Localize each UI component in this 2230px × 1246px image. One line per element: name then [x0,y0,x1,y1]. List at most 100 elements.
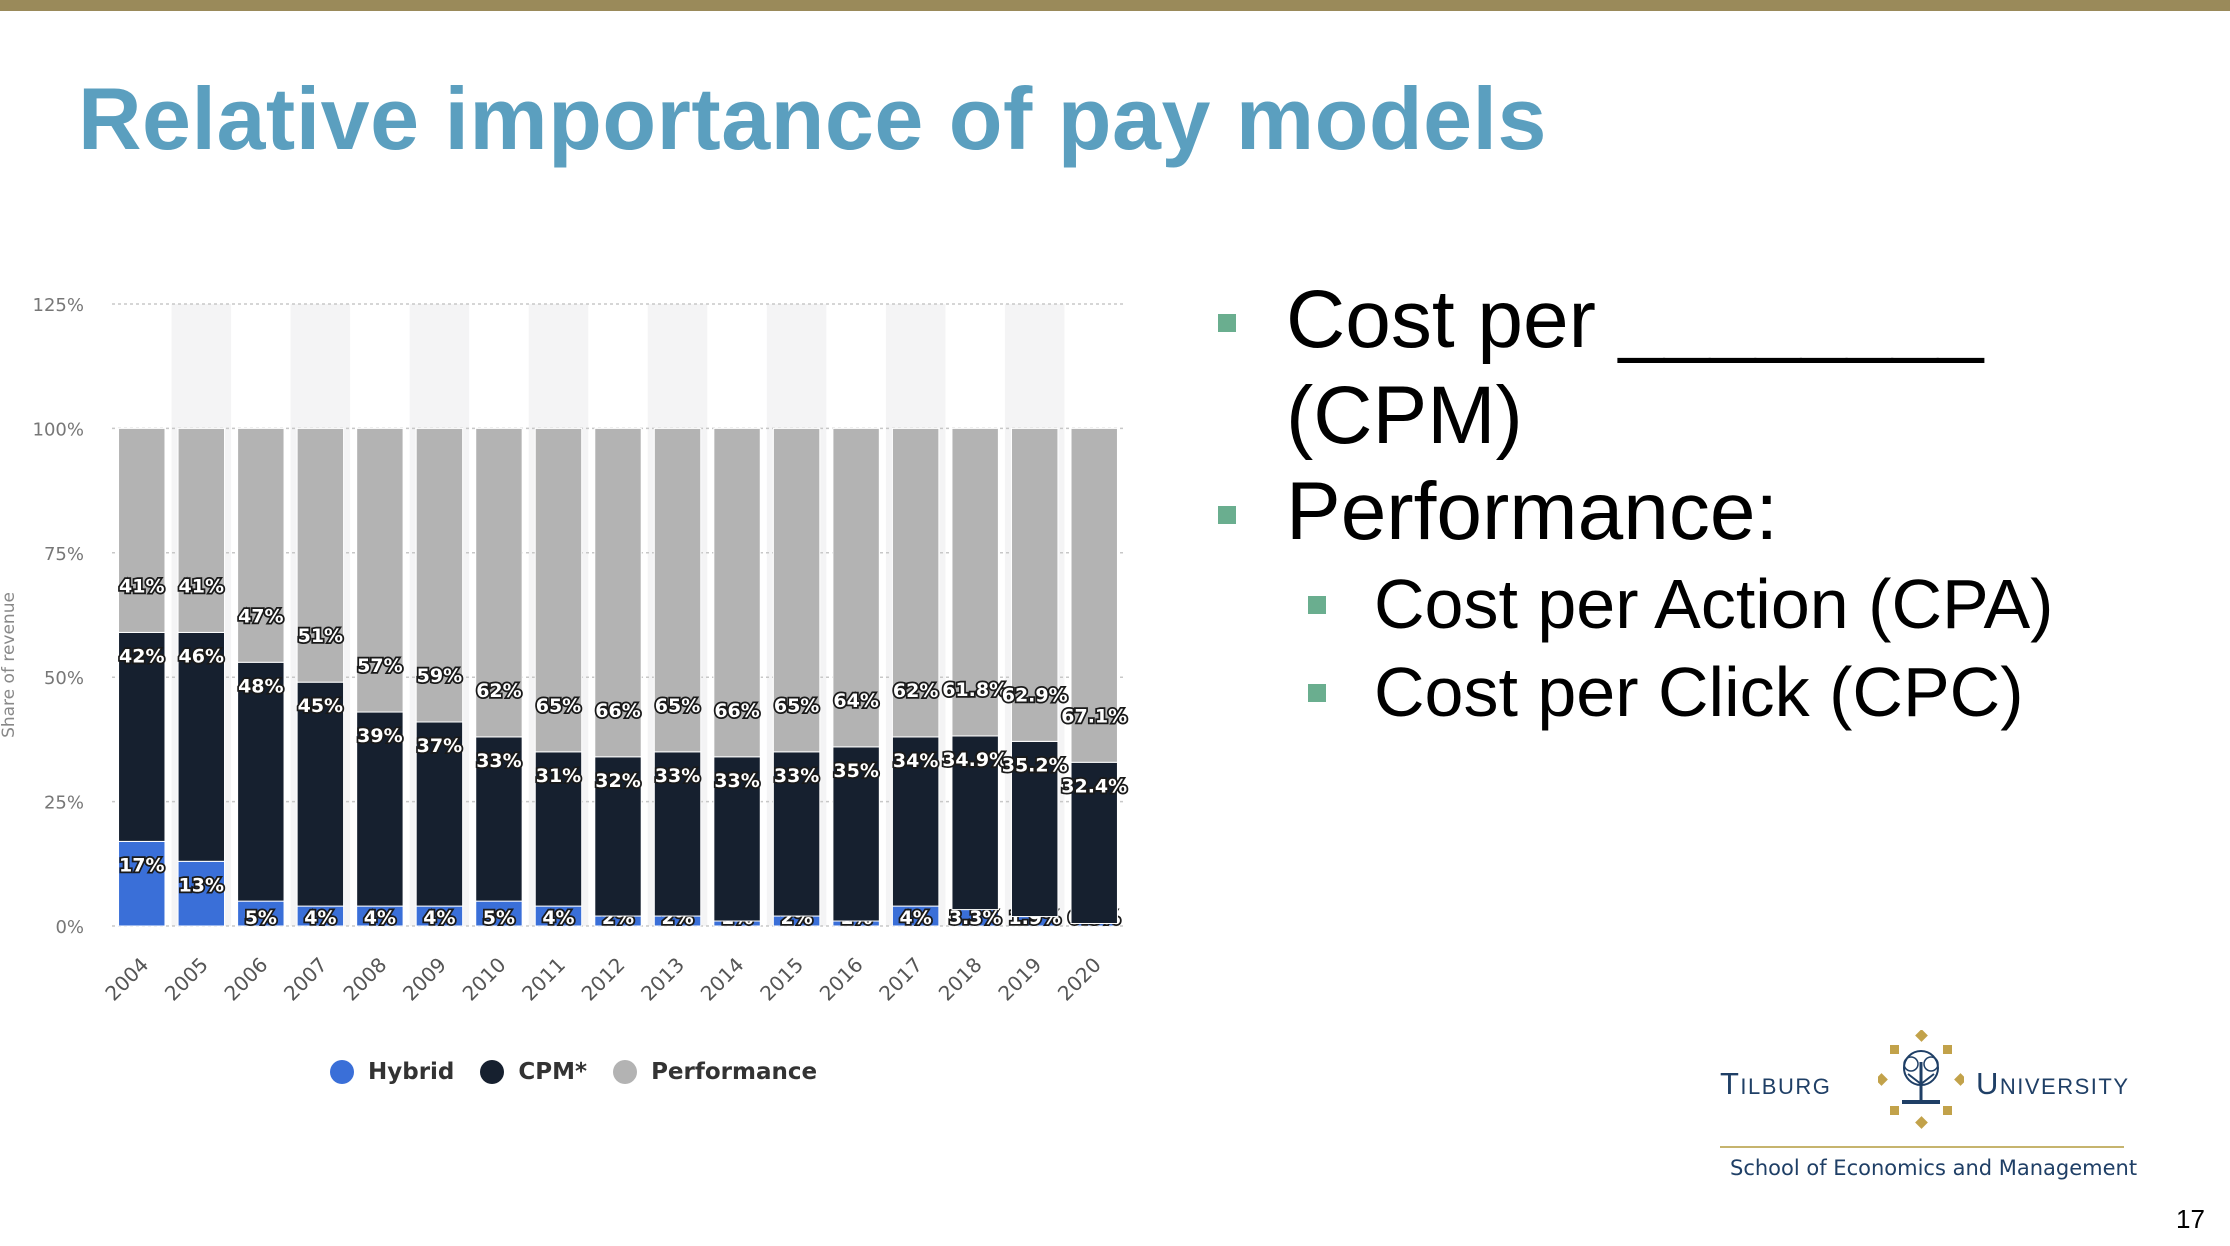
y-tick-label: 125% [33,295,84,316]
logo-divider [1720,1146,2124,1148]
data-label: 33% [655,765,700,787]
x-tick-label: 2020 [1053,953,1106,1006]
tilburg-university-logo: Tilburg University School of Economics a… [1718,1030,2137,1190]
logo-school-name: School of Economics and Management [1730,1156,2138,1180]
data-label: 47% [238,605,283,627]
bar-segment [177,860,226,927]
bar-segment [356,427,404,713]
bar-segment [475,736,523,902]
x-tick-label: 2008 [338,953,391,1006]
x-tick-label: 2005 [160,953,213,1006]
bar-segment [772,427,821,753]
data-label: 13% [179,874,224,896]
data-label: 61.8% [942,679,1008,701]
data-label: 5% [483,907,515,929]
data-label: 17% [119,854,164,876]
legend-swatch-cpm [480,1060,505,1084]
bar-segment [534,427,583,753]
slide-title: Relative importance of pay models [78,69,1547,168]
bar-segment [594,756,642,917]
bullet-cpm-text: Cost per ________ (CPM) [1286,274,1984,461]
data-label: 42% [119,645,164,667]
x-tick-label: 2009 [398,953,451,1006]
data-label: 65% [655,695,700,717]
y-tick-label: 25% [44,793,84,814]
y-tick-label: 0% [55,917,84,938]
bar-segment [177,631,226,862]
data-label: 37% [417,735,462,757]
bar-segment [475,427,523,738]
bar-segment [891,736,940,907]
bullet-square-icon [1218,314,1236,332]
data-label: 39% [357,725,402,747]
data-label: 3.3% [949,907,1002,929]
data-label: 66% [595,700,640,722]
sub-bullet-cpa: Cost per Action (CPA) [1210,560,2210,648]
data-label: 4% [304,907,336,929]
data-label: 32.4% [1061,775,1127,797]
data-label: 67.1% [1061,705,1127,727]
bar-segment [534,751,583,907]
bar-segment [832,746,880,922]
data-label: 65% [536,695,581,717]
sub-bullet-cpa-text: Cost per Action (CPA) [1374,565,2054,643]
data-label: 65% [774,695,819,717]
bullet-square-icon [1308,684,1326,702]
data-label: 41% [179,575,224,597]
data-label: 4% [542,907,574,929]
bar-segment [772,751,821,917]
x-tick-label: 2017 [874,953,927,1006]
bar-segment [594,427,642,758]
logo-word-left: Tilburg [1720,1066,1832,1101]
data-label: 33% [714,770,759,792]
tree-emblem-icon [1878,1030,1964,1129]
chart-legend: Hybrid CPM* Performance [330,1052,843,1092]
bar-segment [1010,740,1059,918]
data-label: 62.9% [1002,684,1068,706]
data-label: 35.2% [1002,754,1068,776]
bar-segment [713,427,761,758]
data-label: 51% [298,625,343,647]
x-tick-label: 2019 [993,953,1046,1006]
bar-segment [415,427,464,723]
bar-segment [237,427,285,663]
bar-segment [1070,427,1118,763]
data-label: 46% [179,645,224,667]
data-label: 62% [893,680,938,702]
bullet-square-icon [1308,596,1326,614]
x-tick-label: 2015 [755,953,808,1006]
legend-item-hybrid[interactable]: Hybrid [330,1059,454,1085]
legend-item-cpm[interactable]: CPM* [480,1059,587,1085]
logo-word-right: University [1976,1066,2130,1101]
bar-segment [415,721,464,907]
data-label: 4% [423,907,455,929]
bullet-performance-text: Performance: [1286,466,1779,557]
x-tick-label: 2018 [934,953,987,1006]
x-tick-label: 2014 [696,953,749,1006]
bar-segment [951,735,999,911]
bar-segment [118,427,166,633]
bar-segment [653,427,702,753]
y-axis-label: Share of revenue [0,592,19,738]
x-tick-label: 2013 [636,953,689,1006]
x-tick-label: 2006 [219,953,272,1006]
page-number: 17 [2176,1204,2205,1234]
data-label: 45% [298,695,343,717]
bullet-list: Cost per ________ (CPM) Performance: Cos… [1210,272,2210,736]
legend-label-hybrid: Hybrid [368,1059,455,1085]
data-label: 57% [357,655,402,677]
legend-item-performance[interactable]: Performance [613,1059,817,1085]
x-tick-label: 2016 [815,953,868,1006]
legend-label-performance: Performance [651,1059,818,1085]
bullet-performance: Performance: [1210,464,2210,560]
y-tick-label: 75% [44,544,84,565]
data-label: 59% [417,665,462,687]
legend-label-cpm: CPM* [518,1059,588,1085]
legend-swatch-performance [613,1060,638,1084]
data-label: 31% [536,765,581,787]
bar-segment [891,427,940,738]
x-tick-label: 2010 [458,953,511,1006]
bar-segment [475,900,523,927]
bar-segment [832,427,880,748]
data-label: 34% [893,750,938,772]
